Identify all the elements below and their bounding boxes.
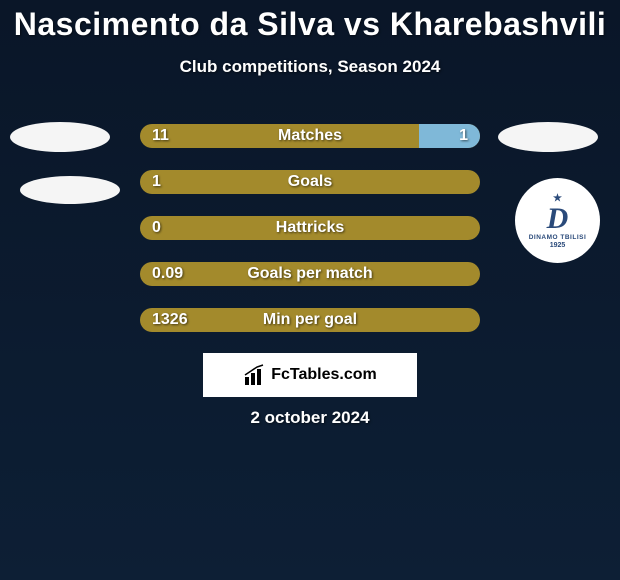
stat-bar: 0 Hattricks bbox=[140, 216, 480, 240]
bar-chart-icon bbox=[243, 363, 267, 387]
stat-row-matches: 11 Matches 1 bbox=[140, 119, 480, 153]
stat-value-left: 11 bbox=[152, 127, 169, 145]
stat-row-min-per-goal: 1326 Min per goal bbox=[140, 303, 480, 337]
stat-label: Hattricks bbox=[276, 219, 344, 237]
stat-value-left: 0 bbox=[152, 219, 161, 237]
stat-bar: 0.09 Goals per match bbox=[140, 262, 480, 286]
stat-value-left: 1326 bbox=[152, 311, 188, 329]
credit-box: FcTables.com bbox=[203, 353, 417, 397]
subtitle: Club competitions, Season 2024 bbox=[0, 57, 620, 77]
stat-label: Goals per match bbox=[247, 265, 372, 283]
stat-value-left: 0.09 bbox=[152, 265, 183, 283]
stat-label: Matches bbox=[278, 127, 342, 145]
stat-value-right: 1 bbox=[459, 127, 468, 145]
date-label: 2 october 2024 bbox=[250, 408, 369, 428]
page-title: Nascimento da Silva vs Kharebashvili bbox=[0, 0, 620, 43]
stat-value-left: 1 bbox=[152, 173, 161, 191]
stat-row-goals-per-match: 0.09 Goals per match bbox=[140, 257, 480, 291]
bar-segment-right bbox=[419, 124, 480, 148]
stat-bar: 11 Matches 1 bbox=[140, 124, 480, 148]
stat-bar: 1326 Min per goal bbox=[140, 308, 480, 332]
stat-row-hattricks: 0 Hattricks bbox=[140, 211, 480, 245]
credit-text: FcTables.com bbox=[271, 366, 377, 384]
stats-chart: 11 Matches 1 1 Goals 0 Hattricks 0.09 Go… bbox=[0, 119, 620, 337]
stat-bar: 1 Goals bbox=[140, 170, 480, 194]
stat-label: Min per goal bbox=[263, 311, 357, 329]
stat-row-goals: 1 Goals bbox=[140, 165, 480, 199]
stat-label: Goals bbox=[288, 173, 332, 191]
